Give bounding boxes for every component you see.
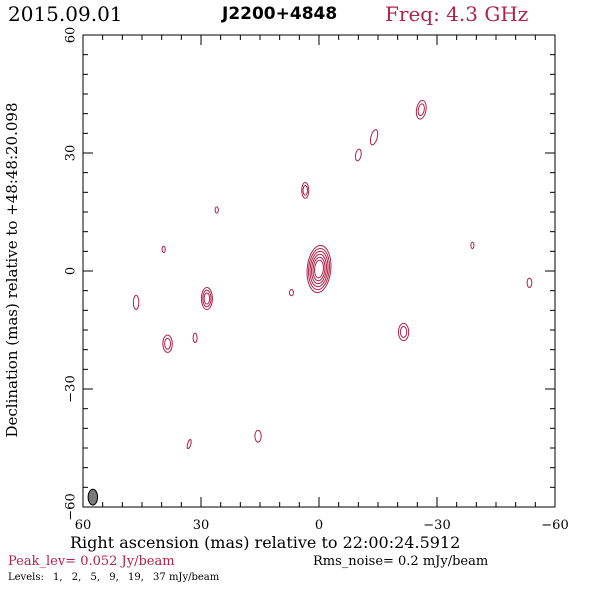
contour-component [354, 148, 362, 162]
x-tick-label: −30 [423, 518, 450, 533]
contour-line [417, 103, 425, 117]
x-tick-label: −60 [541, 518, 568, 533]
contour-component [254, 429, 262, 443]
contour-component [301, 182, 310, 199]
contour-line [308, 247, 330, 291]
y-axis-label: Declination (mas) relative to +48:48:20.… [3, 102, 21, 438]
level-value: 9, [109, 572, 119, 583]
axis-tick-labels: 60 30 0 −30 −60 −60 −30 0 30 60 [64, 27, 569, 533]
rms-noise: Rms_noise= 0.2 mJy/beam [313, 554, 489, 569]
level-value: 37 mJy/beam [153, 572, 220, 583]
levels-prefix: Levels: [8, 572, 44, 583]
frequency-label: Freq: 4.3 GHz [385, 2, 529, 26]
contour-line [314, 259, 324, 279]
contour-component [526, 277, 533, 289]
contour-line [397, 322, 410, 342]
level-value: 1, [53, 572, 63, 583]
contour-line [164, 337, 172, 350]
contour-component [192, 332, 198, 344]
contour-component [162, 334, 173, 353]
contour-line [301, 182, 310, 199]
contour-line [192, 332, 198, 344]
contour-line [302, 184, 308, 196]
contour-line [354, 148, 362, 162]
contour-line [132, 294, 140, 311]
contour-component [369, 129, 379, 146]
contour-line [214, 206, 219, 214]
level-value: 19, [127, 572, 144, 583]
y-tick-label: 30 [64, 145, 79, 162]
x-tick-label: 0 [315, 518, 323, 533]
contour-component [415, 99, 427, 120]
contour-line [200, 287, 213, 311]
peak-level: Peak_lev= 0.052 Jy/beam [8, 554, 175, 569]
x-tick-label: 30 [193, 518, 210, 533]
level-value: 5, [90, 572, 101, 583]
contour-component [161, 245, 166, 254]
contour-line [203, 292, 211, 305]
contour-line [470, 241, 475, 250]
axis-ticks [82, 34, 556, 508]
contour-line [311, 253, 327, 285]
y-tick-label: −30 [64, 375, 79, 402]
beam-ellipse [87, 488, 99, 506]
contour-line [399, 326, 408, 338]
source-name: J2200+4848 [222, 4, 338, 24]
contour-component [214, 206, 219, 214]
contour-component [289, 288, 294, 297]
contour-layer [132, 99, 533, 450]
contour-component [132, 294, 140, 311]
y-tick-label: 0 [64, 267, 79, 275]
contour-line [161, 245, 166, 254]
contour-line [254, 429, 262, 443]
contour-component [186, 438, 192, 450]
contour-component [200, 287, 213, 311]
y-tick-label: −60 [64, 493, 79, 520]
contour-component [470, 241, 475, 250]
contour-component [306, 245, 332, 294]
contour-line [309, 250, 329, 288]
contour-line [526, 277, 533, 289]
contour-line [186, 438, 192, 450]
level-value: 2, [71, 572, 82, 583]
contour-line [415, 99, 427, 120]
contour-line [369, 129, 379, 146]
contour-line [162, 334, 173, 353]
observation-date: 2015.09.01 [8, 2, 123, 26]
x-axis-label: Right ascension (mas) relative to 22:00:… [70, 533, 461, 552]
contour-levels: Levels: 1, 2, 5, 9, 19, 37 mJy/beam [8, 573, 225, 583]
x-tick-label: 60 [75, 518, 92, 533]
plot-frame [82, 34, 556, 508]
y-tick-label: 60 [64, 27, 79, 44]
contour-line [306, 245, 332, 294]
contour-line [312, 256, 326, 282]
contour-component [397, 322, 410, 342]
contour-line [289, 288, 294, 297]
beam-layer [87, 488, 99, 506]
contour-line [202, 289, 212, 308]
